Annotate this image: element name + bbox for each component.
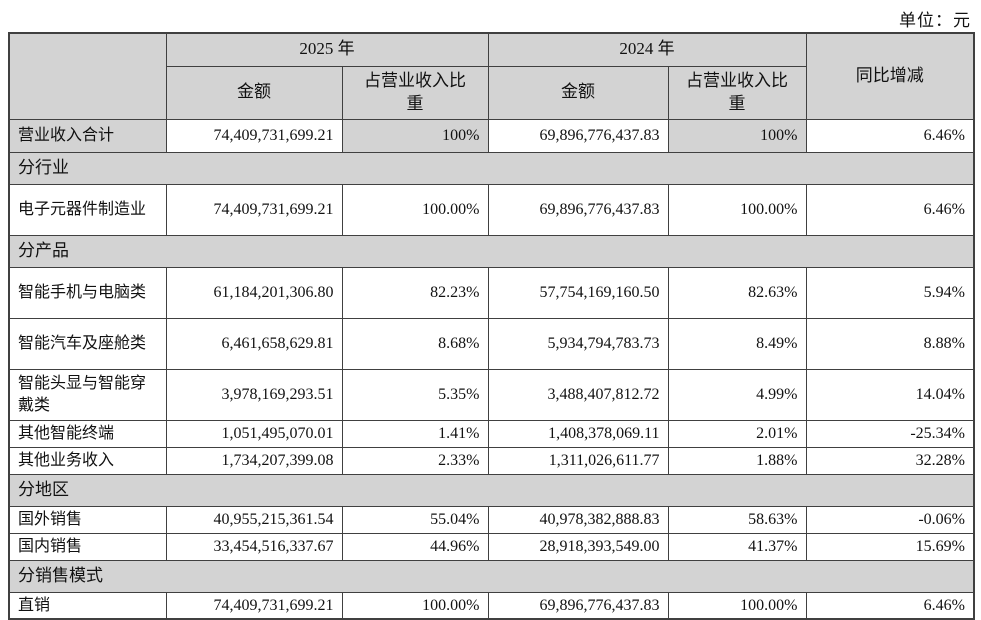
cell-pct-2024: 82.63%	[667, 266, 807, 319]
cell-yoy: -25.34%	[805, 419, 975, 448]
cell-pct-2024: 8.49%	[667, 317, 807, 370]
revenue-breakdown-table: 2025 年 2024 年 同比增减 金额 占营业收入比重 金额 占营业收入比重…	[8, 32, 975, 620]
section-row-by-product: 分产品	[8, 234, 975, 268]
cell-amount-2025: 74,409,731,699.21	[165, 118, 343, 153]
header-pct-2024-label: 占营业收入比重	[686, 70, 788, 113]
cell-pct-2025: 1.41%	[341, 419, 489, 448]
table-row-direct-sales: 直销 74,409,731,699.21 100.00% 69,896,776,…	[8, 591, 975, 620]
header-row-metrics: 金额 占营业收入比重 金额 占营业收入比重	[9, 65, 974, 120]
cell-pct-2024: 4.99%	[667, 368, 807, 421]
cell-amount-2024: 69,896,776,437.83	[487, 591, 669, 620]
cell-yoy: 5.94%	[805, 266, 975, 319]
cell-amount-2025: 1,051,495,070.01	[165, 419, 343, 448]
cell-amount-2024: 40,978,382,888.83	[487, 505, 669, 534]
cell-yoy: 14.04%	[805, 368, 975, 421]
cell-amount-2025: 6,461,658,629.81	[165, 317, 343, 370]
table-row-smartphones-computers: 智能手机与电脑类 61,184,201,306.80 82.23% 57,754…	[8, 266, 975, 319]
header-pct-2025-label: 占营业收入比重	[364, 70, 466, 113]
cell-amount-2024: 5,934,794,783.73	[487, 317, 669, 370]
cell-label: 智能手机与电脑类	[8, 266, 167, 319]
cell-amount-2025: 61,184,201,306.80	[165, 266, 343, 319]
section-row-by-region: 分地区	[8, 473, 975, 507]
cell-yoy: -0.06%	[805, 505, 975, 534]
table-row-smart-headsets-wearables: 智能头显与智能穿戴类 3,978,169,293.51 5.35% 3,488,…	[8, 368, 975, 421]
cell-pct-2025: 55.04%	[341, 505, 489, 534]
cell-amount-2024: 3,488,407,812.72	[487, 368, 669, 421]
cell-label: 其他业务收入	[8, 446, 167, 475]
header-yoy: 同比增减	[805, 32, 975, 120]
header-amount-2024: 金额	[487, 65, 669, 120]
cell-label: 直销	[8, 591, 167, 620]
header-year-2025: 2025 年	[165, 32, 489, 67]
cell-amount-2025: 33,454,516,337.67	[165, 532, 343, 561]
cell-amount-2025: 74,409,731,699.21	[165, 183, 343, 236]
cell-amount-2024: 1,408,378,069.11	[487, 419, 669, 448]
cell-label: 智能头显与智能穿戴类	[8, 368, 167, 421]
cell-pct-2025: 100.00%	[341, 183, 489, 236]
section-row-by-sales-model: 分销售模式	[8, 559, 975, 593]
cell-pct-2025: 44.96%	[341, 532, 489, 561]
cell-yoy: 32.28%	[805, 446, 975, 475]
cell-amount-2024: 1,311,026,611.77	[487, 446, 669, 475]
header-year-2024: 2024 年	[487, 32, 807, 67]
cell-label: 智能汽车及座舱类	[8, 317, 167, 370]
cell-amount-2024: 28,918,393,549.00	[487, 532, 669, 561]
cell-amount-2024: 69,896,776,437.83	[487, 118, 669, 153]
cell-pct-2024: 100%	[667, 118, 807, 153]
table-row-total-revenue: 营业收入合计 74,409,731,699.21 100% 69,896,776…	[8, 118, 975, 153]
table-row-overseas-sales: 国外销售 40,955,215,361.54 55.04% 40,978,382…	[8, 505, 975, 534]
table-row-other-business-income: 其他业务收入 1,734,207,399.08 2.33% 1,311,026,…	[8, 446, 975, 475]
cell-pct-2024: 100.00%	[667, 183, 807, 236]
cell-pct-2024: 41.37%	[667, 532, 807, 561]
cell-amount-2025: 1,734,207,399.08	[165, 446, 343, 475]
cell-pct-2025: 82.23%	[341, 266, 489, 319]
section-label: 分地区	[8, 473, 975, 507]
cell-pct-2025: 2.33%	[341, 446, 489, 475]
cell-pct-2024: 1.88%	[667, 446, 807, 475]
cell-label: 营业收入合计	[8, 118, 167, 153]
header-pct-2025: 占营业收入比重	[341, 65, 489, 120]
cell-label: 其他智能终端	[8, 419, 167, 448]
section-row-by-industry: 分行业	[8, 151, 975, 185]
unit-label: 单位：元	[899, 11, 971, 30]
header-amount-2025: 金额	[165, 65, 343, 120]
cell-amount-2025: 3,978,169,293.51	[165, 368, 343, 421]
cell-yoy: 6.46%	[805, 183, 975, 236]
cell-label: 电子元器件制造业	[8, 183, 167, 236]
cell-pct-2024: 58.63%	[667, 505, 807, 534]
cell-yoy: 6.46%	[805, 591, 975, 620]
cell-pct-2025: 5.35%	[341, 368, 489, 421]
cell-pct-2024: 100.00%	[667, 591, 807, 620]
section-label: 分产品	[8, 234, 975, 268]
cell-yoy: 8.88%	[805, 317, 975, 370]
section-label: 分行业	[8, 151, 975, 185]
header-pct-2024: 占营业收入比重	[667, 65, 807, 120]
cell-yoy: 6.46%	[805, 118, 975, 153]
cell-amount-2024: 57,754,169,160.50	[487, 266, 669, 319]
table-row-electronic-components: 电子元器件制造业 74,409,731,699.21 100.00% 69,89…	[8, 183, 975, 236]
table-row-smart-vehicles-cockpits: 智能汽车及座舱类 6,461,658,629.81 8.68% 5,934,79…	[8, 317, 975, 370]
cell-pct-2024: 2.01%	[667, 419, 807, 448]
section-label: 分销售模式	[8, 559, 975, 593]
header-row-years: 2025 年 2024 年 同比增减	[8, 32, 975, 120]
table-row-domestic-sales: 国内销售 33,454,516,337.67 44.96% 28,918,393…	[8, 532, 975, 561]
cell-amount-2024: 69,896,776,437.83	[487, 183, 669, 236]
table-row-other-smart-terminals: 其他智能终端 1,051,495,070.01 1.41% 1,408,378,…	[8, 419, 975, 448]
header-empty-cell	[8, 32, 167, 120]
cell-pct-2025: 100.00%	[341, 591, 489, 620]
cell-amount-2025: 40,955,215,361.54	[165, 505, 343, 534]
cell-yoy: 15.69%	[805, 532, 975, 561]
cell-label: 国外销售	[8, 505, 167, 534]
cell-pct-2025: 100%	[341, 118, 489, 153]
cell-label: 国内销售	[8, 532, 167, 561]
cell-amount-2025: 74,409,731,699.21	[165, 591, 343, 620]
cell-pct-2025: 8.68%	[341, 317, 489, 370]
